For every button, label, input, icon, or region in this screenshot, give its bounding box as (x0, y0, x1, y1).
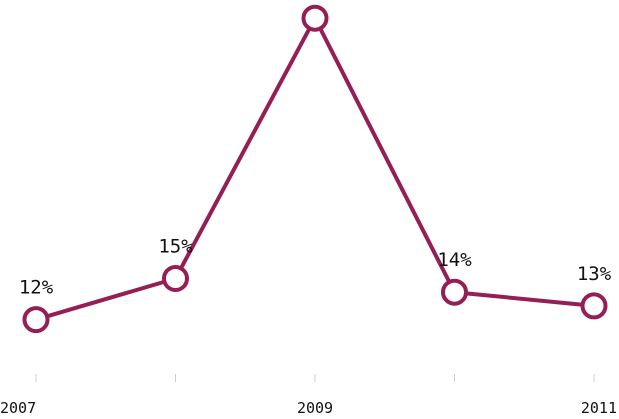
data-point (22, 306, 50, 334)
data-point (580, 292, 608, 320)
data-label: 15% (158, 236, 193, 258)
data-label: 12% (19, 277, 54, 299)
data-labels: 12%15%34%14%13% (19, 236, 612, 299)
data-label: 13% (577, 263, 612, 285)
x-axis-ticks (35, 374, 595, 382)
x-tick-label: 2007 (0, 399, 36, 415)
series-line (34, 16, 596, 322)
data-points (22, 4, 608, 334)
data-point (441, 278, 468, 306)
x-tick-label: 2009 (297, 399, 333, 415)
series-line-group (34, 16, 596, 322)
x-axis-tick-labels: 2007 2009 2011 (0, 399, 617, 417)
data-point (301, 4, 329, 32)
data-point (162, 265, 189, 292)
data-label: 14% (437, 249, 472, 271)
x-tick-label: 2011 (581, 399, 617, 415)
